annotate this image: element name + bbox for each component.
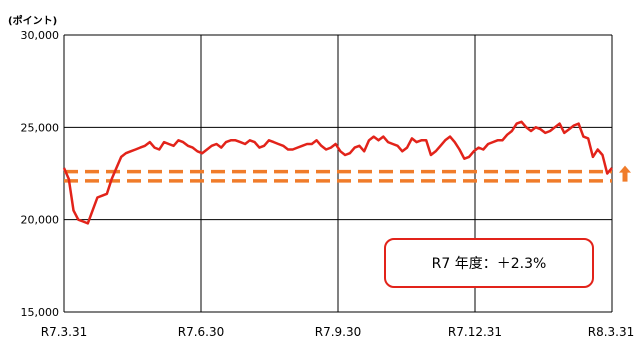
y-tick-label: 30,000 <box>21 29 60 42</box>
series-line <box>62 120 613 225</box>
up-arrow-shape <box>619 165 631 182</box>
axes <box>63 35 612 313</box>
annotation-text: R7 年度：＋2.3% <box>431 256 547 272</box>
annotation-box: R7 年度：＋2.3% <box>384 238 594 288</box>
up-arrow-icon <box>619 165 631 182</box>
series-lines <box>62 120 613 225</box>
x-tick-label: R7.3.31 <box>41 325 88 339</box>
x-tick-label: R8.3.31 <box>588 325 635 339</box>
x-tick-label: R7.12.31 <box>448 325 502 339</box>
y-axis-unit-label: (ポイント) <box>8 16 58 27</box>
y-tick-label: 20,000 <box>21 214 60 227</box>
x-axis-ticks: R7.3.31 R7.6.30 R7.9.30 R7.12.31 R8.3.31 <box>41 325 635 339</box>
x-tick-label: R7.9.30 <box>315 325 362 339</box>
y-axis-ticks: 15,000 20,000 25,000 30,000 <box>21 29 60 319</box>
y-tick-label: 25,000 <box>21 121 60 134</box>
y-tick-label: 15,000 <box>21 306 60 319</box>
reference-bands <box>64 169 612 183</box>
x-tick-label: R7.6.30 <box>178 325 225 339</box>
